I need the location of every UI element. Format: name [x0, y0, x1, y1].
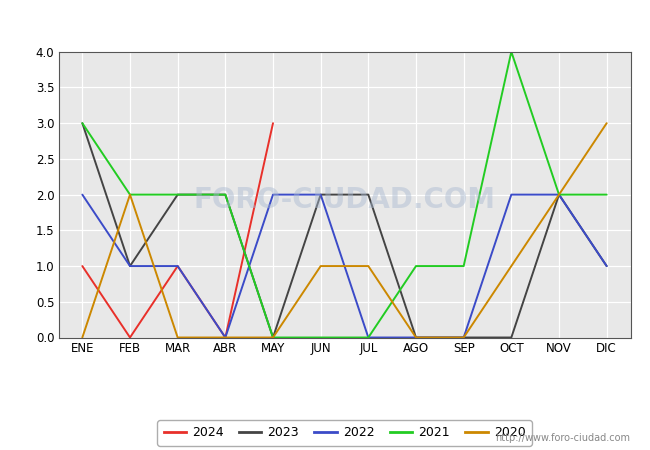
Text: FORO-CIUDAD.COM: FORO-CIUDAD.COM — [194, 186, 495, 214]
Text: Matriculaciones de Vehiculos en Cimanes del Tejar: Matriculaciones de Vehiculos en Cimanes … — [116, 14, 534, 33]
Legend: 2024, 2023, 2022, 2021, 2020: 2024, 2023, 2022, 2021, 2020 — [157, 420, 532, 446]
Text: http://www.foro-ciudad.com: http://www.foro-ciudad.com — [495, 433, 630, 443]
